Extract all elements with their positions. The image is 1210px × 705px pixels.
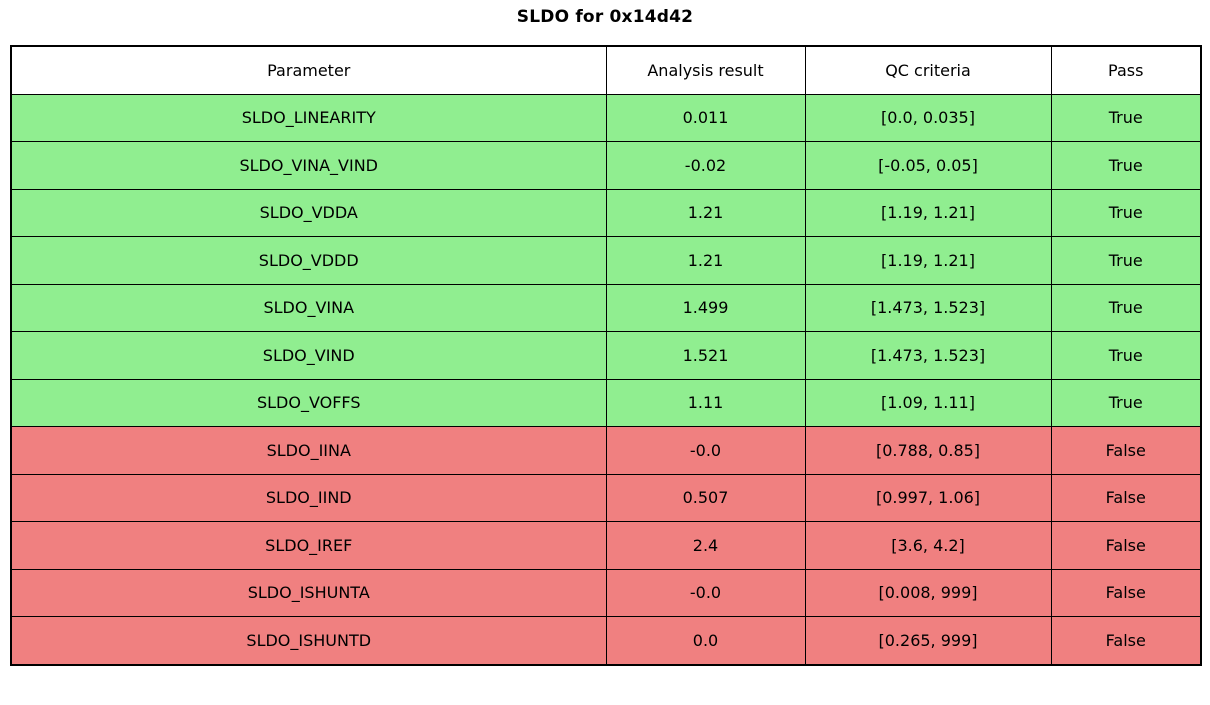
criteria-cell: [1.473, 1.523] <box>804 283 1052 332</box>
criteria-cell: [3.6, 4.2] <box>804 521 1052 570</box>
result-cell: 1.21 <box>605 236 806 285</box>
criteria-cell: [0.008, 999] <box>804 568 1052 617</box>
table-row: SLDO_VINA 1.499 [1.473, 1.523] True <box>10 283 1202 332</box>
page-title: SLDO for 0x14d42 <box>516 7 694 27</box>
pass-cell: False <box>1050 473 1202 522</box>
pass-cell: True <box>1050 236 1202 285</box>
table-row: SLDO_LINEARITY 0.011 [0.0, 0.035] True <box>10 93 1202 142</box>
criteria-cell: [-0.05, 0.05] <box>804 141 1052 190</box>
criteria-cell: [1.473, 1.523] <box>804 331 1052 380</box>
col-header-qc-criteria: QC criteria <box>804 45 1052 95</box>
result-cell: 1.11 <box>605 378 806 427</box>
pass-cell: True <box>1050 93 1202 142</box>
criteria-cell: [1.19, 1.21] <box>804 188 1052 237</box>
pass-cell: True <box>1050 378 1202 427</box>
result-cell: 2.4 <box>605 521 806 570</box>
parameter-cell: SLDO_VINA <box>10 283 607 332</box>
pass-cell: False <box>1050 426 1202 475</box>
parameter-cell: SLDO_LINEARITY <box>10 93 607 142</box>
criteria-cell: [1.09, 1.11] <box>804 378 1052 427</box>
table-row: SLDO_VDDA 1.21 [1.19, 1.21] True <box>10 188 1202 237</box>
parameter-cell: SLDO_VINA_VIND <box>10 141 607 190</box>
criteria-cell: [0.0, 0.035] <box>804 93 1052 142</box>
header-row: Parameter Analysis result QC criteria Pa… <box>10 45 1202 95</box>
pass-cell: False <box>1050 521 1202 570</box>
pass-cell: False <box>1050 616 1202 665</box>
pass-cell: False <box>1050 568 1202 617</box>
pass-cell: True <box>1050 188 1202 237</box>
criteria-cell: [0.265, 999] <box>804 616 1052 665</box>
result-cell: 1.521 <box>605 331 806 380</box>
pass-cell: True <box>1050 141 1202 190</box>
table-row: SLDO_VIND 1.521 [1.473, 1.523] True <box>10 331 1202 380</box>
table-row: SLDO_VINA_VIND -0.02 [-0.05, 0.05] True <box>10 141 1202 190</box>
pass-cell: True <box>1050 283 1202 332</box>
result-cell: -0.02 <box>605 141 806 190</box>
parameter-cell: SLDO_VDDD <box>10 236 607 285</box>
table-row: SLDO_IREF 2.4 [3.6, 4.2] False <box>10 521 1202 570</box>
result-cell: -0.0 <box>605 426 806 475</box>
criteria-cell: [0.997, 1.06] <box>804 473 1052 522</box>
parameter-cell: SLDO_VIND <box>10 331 607 380</box>
parameter-cell: SLDO_IIND <box>10 473 607 522</box>
pass-cell: True <box>1050 331 1202 380</box>
result-cell: 1.21 <box>605 188 806 237</box>
col-header-analysis-result: Analysis result <box>605 45 806 95</box>
criteria-cell: [0.788, 0.85] <box>804 426 1052 475</box>
parameter-cell: SLDO_ISHUNTD <box>10 616 607 665</box>
result-cell: 1.499 <box>605 283 806 332</box>
parameter-cell: SLDO_IREF <box>10 521 607 570</box>
table-row: SLDO_VOFFS 1.11 [1.09, 1.11] True <box>10 378 1202 427</box>
table-body: SLDO_LINEARITY 0.011 [0.0, 0.035] True SLDO_… <box>10 93 1202 665</box>
parameter-cell: SLDO_ISHUNTA <box>10 568 607 617</box>
result-cell: -0.0 <box>605 568 806 617</box>
col-header-pass: Pass <box>1050 45 1202 95</box>
parameter-cell: SLDO_VDDA <box>10 188 607 237</box>
result-cell: 0.0 <box>605 616 806 665</box>
table-row: SLDO_ISHUNTA -0.0 [0.008, 999] False <box>10 568 1202 617</box>
table-row: SLDO_VDDD 1.21 [1.19, 1.21] True <box>10 236 1202 285</box>
result-cell: 0.507 <box>605 473 806 522</box>
qc-results-table: Parameter Analysis result QC criteria Pa… <box>10 45 1202 666</box>
parameter-cell: SLDO_VOFFS <box>10 378 607 427</box>
criteria-cell: [1.19, 1.21] <box>804 236 1052 285</box>
table-row: SLDO_IINA -0.0 [0.788, 0.85] False <box>10 426 1202 475</box>
result-cell: 0.011 <box>605 93 806 142</box>
table-row: SLDO_IIND 0.507 [0.997, 1.06] False <box>10 473 1202 522</box>
col-header-parameter: Parameter <box>10 45 607 95</box>
parameter-cell: SLDO_IINA <box>10 426 607 475</box>
table-row: SLDO_ISHUNTD 0.0 [0.265, 999] False <box>10 616 1202 665</box>
